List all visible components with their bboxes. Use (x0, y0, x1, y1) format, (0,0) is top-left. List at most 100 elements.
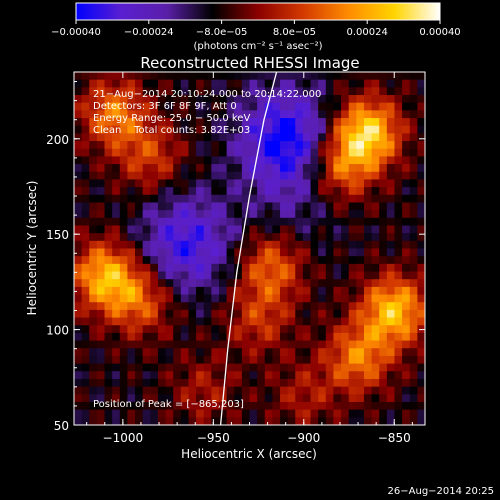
heatmap-cell (180, 187, 189, 196)
heatmap-cell (81, 148, 90, 157)
heatmap-cell (386, 286, 395, 295)
heatmap-cell (218, 202, 228, 211)
heatmap-cell (203, 179, 212, 188)
heatmap-cell (119, 125, 128, 134)
heatmap-cell (402, 156, 411, 165)
heatmap-cell (188, 79, 197, 88)
heatmap-cell (119, 279, 128, 288)
heatmap-cell (74, 417, 83, 425)
footer-timestamp: 26−Aug−2014 20:25 (388, 486, 494, 497)
heatmap-cell (180, 263, 189, 272)
heatmap-cell (96, 263, 105, 272)
heatmap-cell (234, 263, 243, 272)
heatmap-cell (127, 332, 136, 341)
heatmap-cell (196, 355, 205, 364)
heatmap-cell (333, 279, 342, 288)
heatmap-cell (287, 125, 296, 134)
heatmap-cell (234, 386, 243, 395)
heatmap-cell (287, 141, 296, 150)
heatmap-cell (104, 355, 113, 364)
heatmap-cell (119, 325, 128, 334)
heatmap-cell (264, 240, 273, 249)
heatmap-cell (241, 240, 250, 249)
heatmap-cell (81, 348, 90, 357)
heatmap-cell (81, 417, 90, 425)
heatmap-cell (127, 302, 136, 311)
heatmap-cell (96, 363, 105, 372)
heatmap-cell (325, 263, 334, 272)
heatmap-cell (173, 194, 182, 203)
heatmap-cell (272, 340, 281, 349)
heatmap-cell (287, 363, 296, 372)
heatmap-cell (409, 125, 418, 134)
heatmap-cell (333, 133, 342, 142)
heatmap-cell (257, 363, 266, 372)
heatmap-cell (211, 171, 220, 180)
heatmap-cell (417, 417, 425, 425)
heatmap-cell (180, 409, 189, 418)
heatmap-cell (119, 248, 128, 257)
heatmap-cell (150, 271, 159, 280)
heatmap-cell (74, 72, 83, 81)
heatmap-cell (402, 148, 411, 157)
heatmap-cell (386, 141, 395, 150)
heatmap-cell (302, 371, 311, 380)
heatmap-cell (142, 141, 151, 150)
heatmap-cell (119, 79, 128, 88)
heatmap-cell (409, 87, 418, 96)
heatmap-cell (89, 87, 98, 96)
heatmap-cell (135, 394, 144, 403)
heatmap-cell (402, 171, 411, 180)
heatmap-cell (287, 279, 296, 288)
heatmap-cell (356, 72, 365, 81)
heatmap-cell (180, 95, 189, 104)
heatmap-cell (89, 409, 98, 418)
heatmap-cell (89, 148, 98, 157)
heatmap-cell (302, 118, 311, 127)
heatmap-cell (165, 125, 174, 134)
heatmap-cell (180, 348, 189, 357)
heatmap-cell (325, 164, 334, 173)
heatmap-cell (241, 233, 250, 242)
heatmap-cell (264, 294, 273, 303)
heatmap-cell (333, 271, 342, 280)
heatmap-cell (280, 378, 289, 388)
heatmap-cell (119, 156, 128, 165)
heatmap-cell (280, 110, 289, 119)
heatmap-cell (89, 133, 98, 142)
heatmap-cell (127, 240, 136, 249)
solar-limb-curve (219, 72, 278, 425)
heatmap-cell (89, 256, 98, 265)
heatmap-cell (196, 233, 205, 242)
heatmap-cell (218, 225, 228, 234)
heatmap-cell (127, 317, 136, 326)
heatmap-cell (379, 409, 388, 418)
heatmap-cell (81, 102, 90, 111)
heatmap-cell (104, 118, 113, 127)
heatmap-cell (218, 164, 228, 173)
heatmap-cell (249, 294, 258, 303)
heatmap-cell (234, 79, 243, 88)
heatmap-cell (165, 179, 174, 188)
heatmap-cell (135, 95, 144, 104)
heatmap-cell (127, 194, 136, 203)
heatmap-cell (112, 378, 121, 388)
heatmap-cell (241, 248, 250, 257)
heatmap-cell (318, 148, 327, 157)
heatmap-cell (188, 233, 197, 242)
heatmap-cell (150, 371, 159, 380)
heatmap-cell (226, 302, 235, 311)
heatmap-cell (348, 102, 357, 111)
heatmap-cell (371, 233, 380, 242)
heatmap-cell (249, 355, 258, 364)
heatmap-cell (417, 309, 425, 318)
heatmap-cell (157, 164, 166, 173)
heatmap-cell (280, 202, 289, 211)
heatmap-cell (165, 110, 174, 119)
heatmap-cell (280, 348, 289, 357)
heatmap-cell (371, 141, 380, 150)
heatmap-cell (142, 125, 151, 134)
heatmap-cell (272, 263, 281, 272)
heatmap-cell (310, 118, 319, 127)
heatmap-cell (348, 348, 357, 357)
